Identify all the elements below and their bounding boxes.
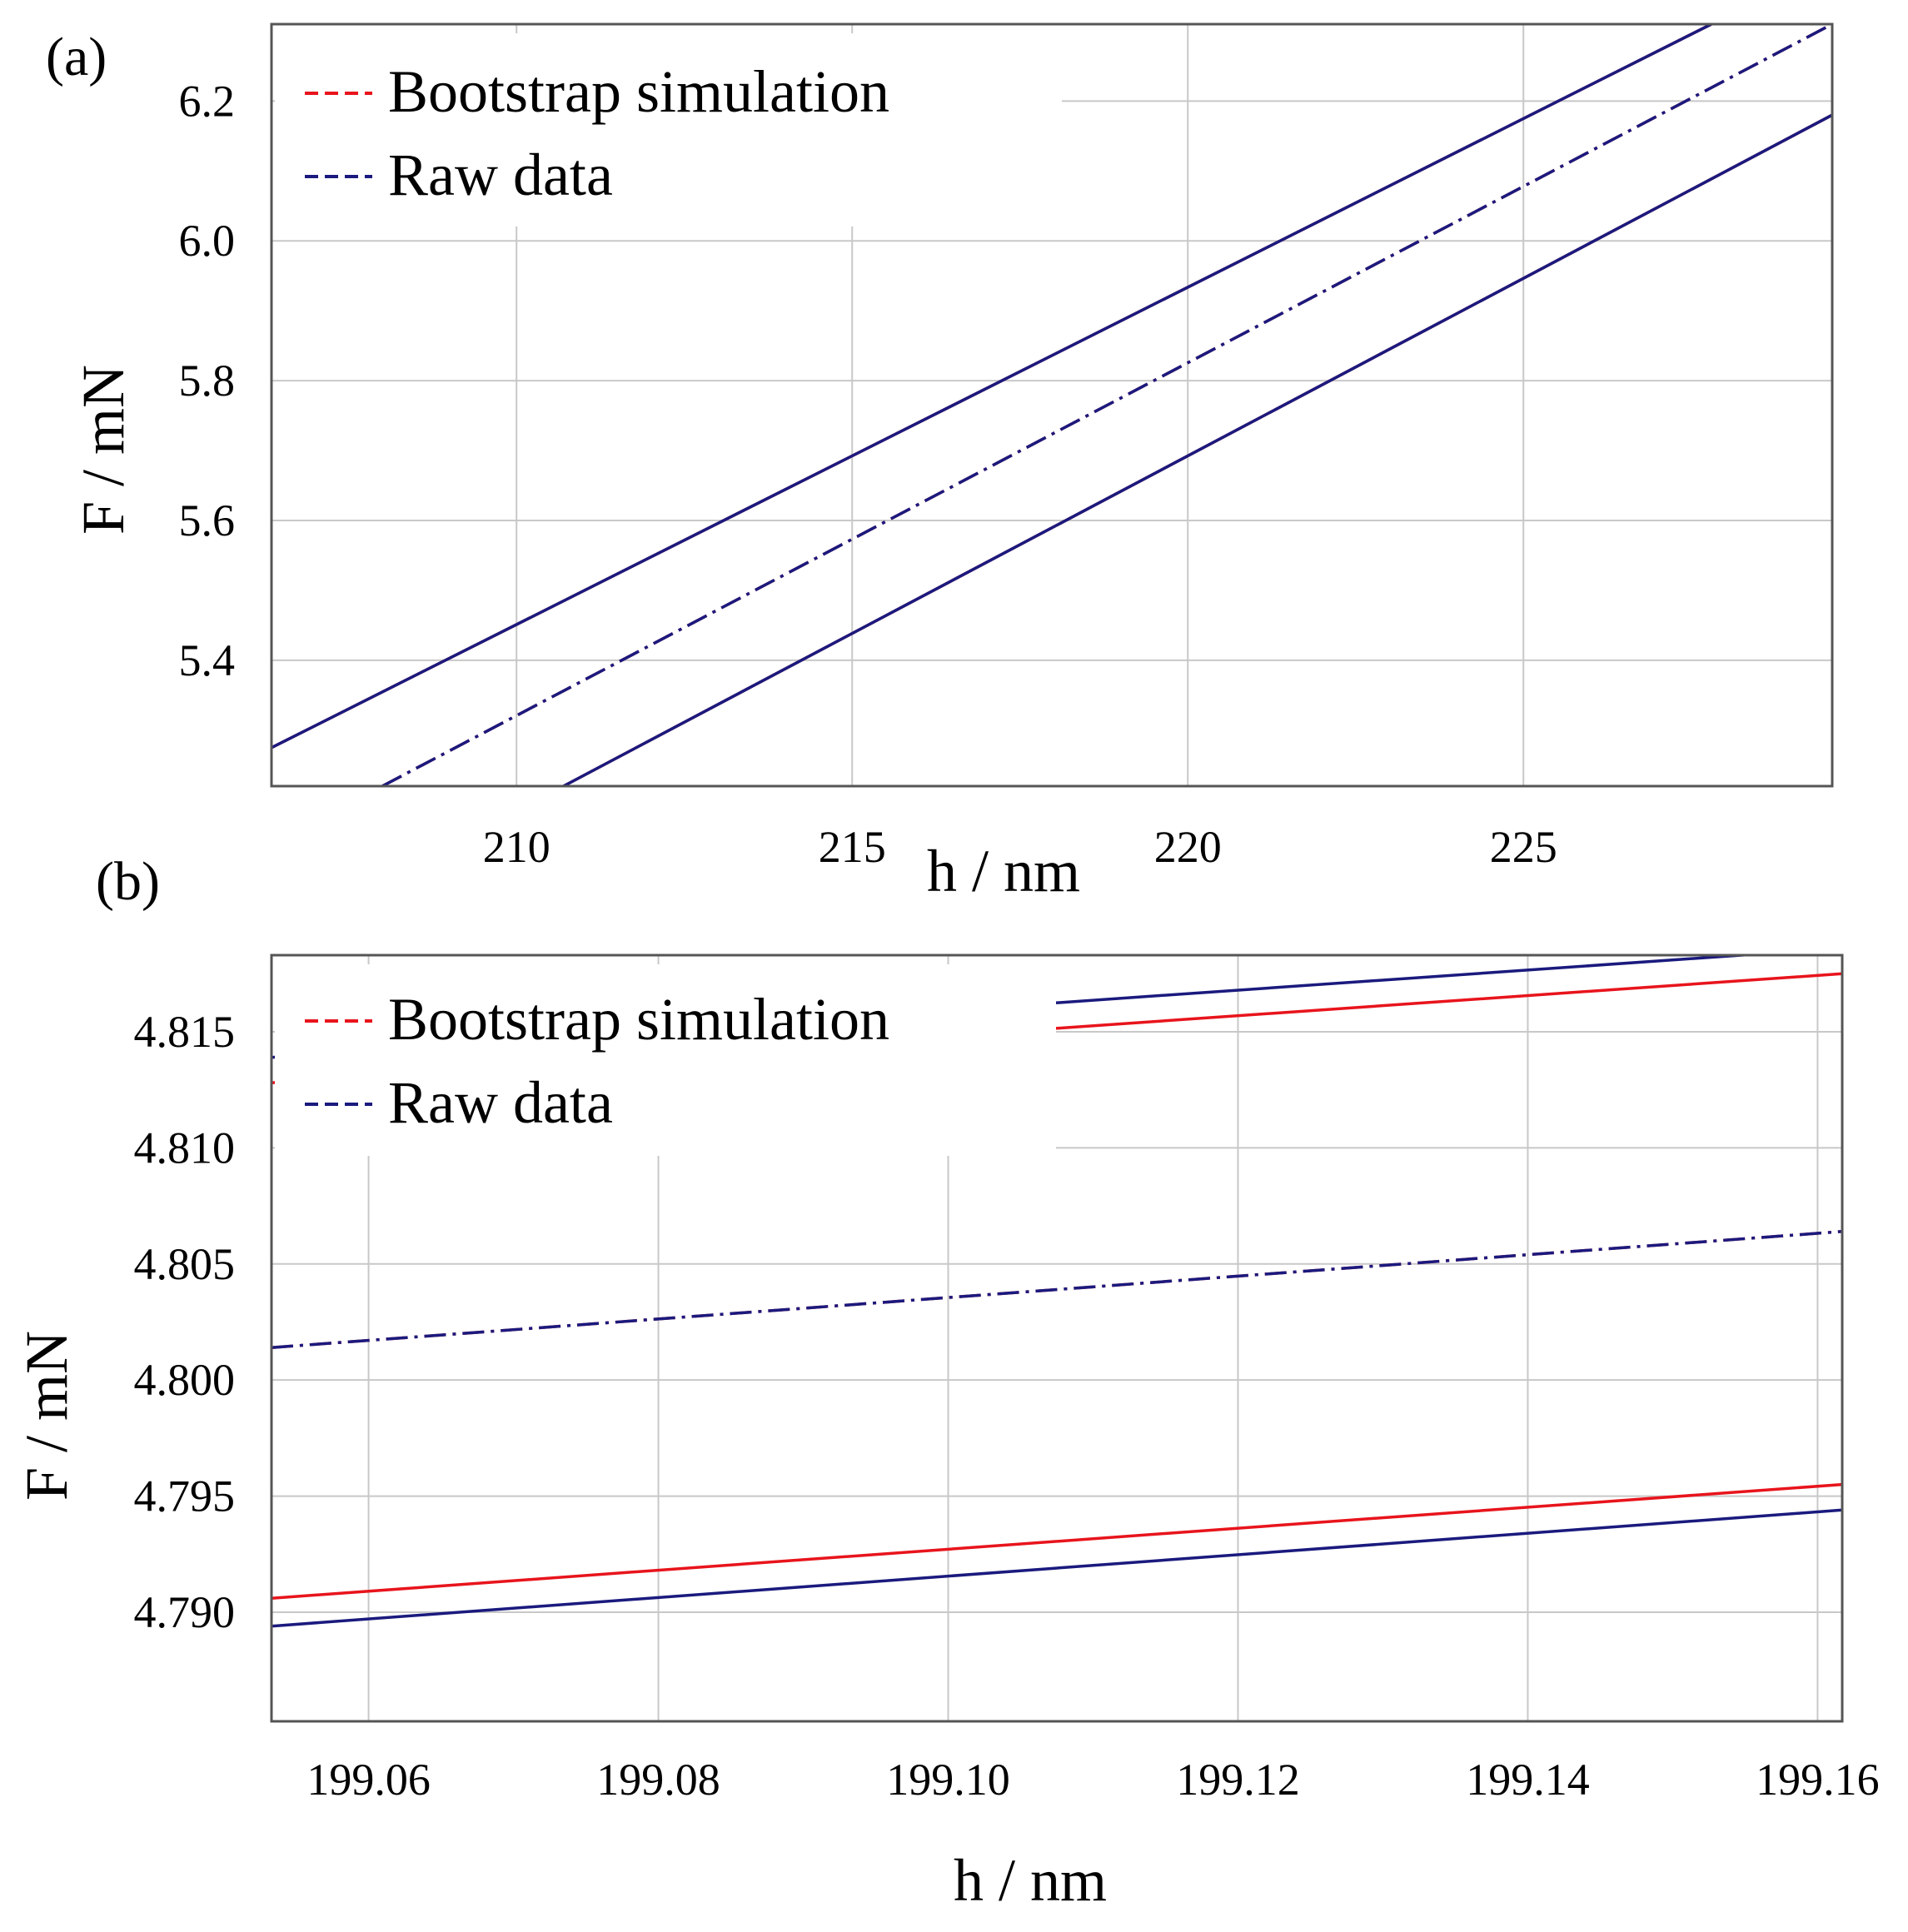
panel-a-legend-background <box>275 33 1062 227</box>
panel-a-x-tick-label: 210 <box>483 822 550 872</box>
panel-b-legend: Bootstrap simulation Raw data <box>305 986 889 1136</box>
panel-a-x-tick-label: 215 <box>819 822 886 872</box>
panel-a-legend: Bootstrap simulation Raw data <box>305 58 889 208</box>
panel-a-y-tick-label: 5.8 <box>179 356 236 406</box>
series-bootstrap-simulation-lower <box>272 1482 1842 1600</box>
panel-b-grid <box>272 955 1842 1721</box>
panel-b-x-axis-title: h / nm <box>954 1847 1107 1914</box>
panel-label-b: (b) <box>96 851 160 912</box>
panel-b-y-tick-label: 4.805 <box>134 1239 236 1289</box>
panel-a-tick-labels: 210 215 220 225 5.4 5.6 5.8 6.0 6.2 <box>179 76 1557 872</box>
panel-b-y-tick-label: 4.815 <box>134 1007 236 1057</box>
series-raw-data-mean <box>381 24 1832 786</box>
panel-a-y-tick-label: 6.2 <box>179 76 236 126</box>
panel-b-series <box>272 955 1842 1628</box>
panel-a-y-axis-title: F / mN <box>70 365 137 535</box>
panel-b-y-axis-title: F / mN <box>13 1331 80 1501</box>
panel-b-plot-frame <box>270 954 1844 1723</box>
panel-b-legend-background <box>275 964 1056 1156</box>
panel-b-y-tick-label: 4.795 <box>134 1471 236 1521</box>
panel-b-x-tick-label: 199.14 <box>1466 1755 1590 1805</box>
panel-a-y-tick-label: 6.0 <box>179 216 236 266</box>
legend-bootstrap-label: Bootstrap simulation <box>388 986 889 1053</box>
panel-b-x-tick-label: 199.12 <box>1176 1755 1300 1805</box>
panel-a-series <box>272 24 1832 786</box>
panel-b: (b) 199.06 199.08 199.10 199.12 199.14 199.16… <box>13 851 1880 1914</box>
panel-a-x-tick-label: 225 <box>1490 822 1557 872</box>
panel-a-x-axis-title: h / nm <box>927 838 1080 904</box>
panel-a-x-tick-label: 220 <box>1154 822 1222 872</box>
panel-b-y-tick-label: 4.800 <box>134 1355 236 1405</box>
panel-a-plot-frame <box>270 22 1834 788</box>
panel-a-y-tick-label: 5.4 <box>179 635 236 685</box>
panel-b-y-tick-label: 4.810 <box>134 1123 236 1173</box>
panel-b-y-tick-label: 4.790 <box>134 1587 236 1637</box>
panel-b-x-tick-label: 199.08 <box>596 1755 720 1805</box>
panel-b-x-tick-label: 199.06 <box>306 1755 431 1805</box>
legend-bootstrap-label: Bootstrap simulation <box>388 58 889 125</box>
panel-label-a: (a) <box>46 27 107 87</box>
panel-a-y-tick-label: 5.6 <box>179 495 236 545</box>
panel-b-x-tick-label: 199.10 <box>886 1755 1010 1805</box>
legend-raw-data-label: Raw data <box>388 142 613 208</box>
panel-a: (a) 210 215 220 225 5.4 5.6 5.8 6.0 6.2 h / nm F… <box>46 22 1834 904</box>
panel-a-grid <box>272 24 1832 786</box>
panel-b-x-tick-label: 199.16 <box>1756 1755 1880 1805</box>
series-raw-data-lower <box>272 1508 1842 1628</box>
series-raw-data-lower <box>562 113 1832 786</box>
legend-raw-data-label: Raw data <box>388 1069 613 1136</box>
series-raw-data-mean <box>272 1230 1842 1349</box>
panel-b-tick-labels: 199.06 199.08 199.10 199.12 199.14 199.16 4.79… <box>134 1007 1880 1805</box>
series-raw-data-upper <box>272 24 1712 749</box>
